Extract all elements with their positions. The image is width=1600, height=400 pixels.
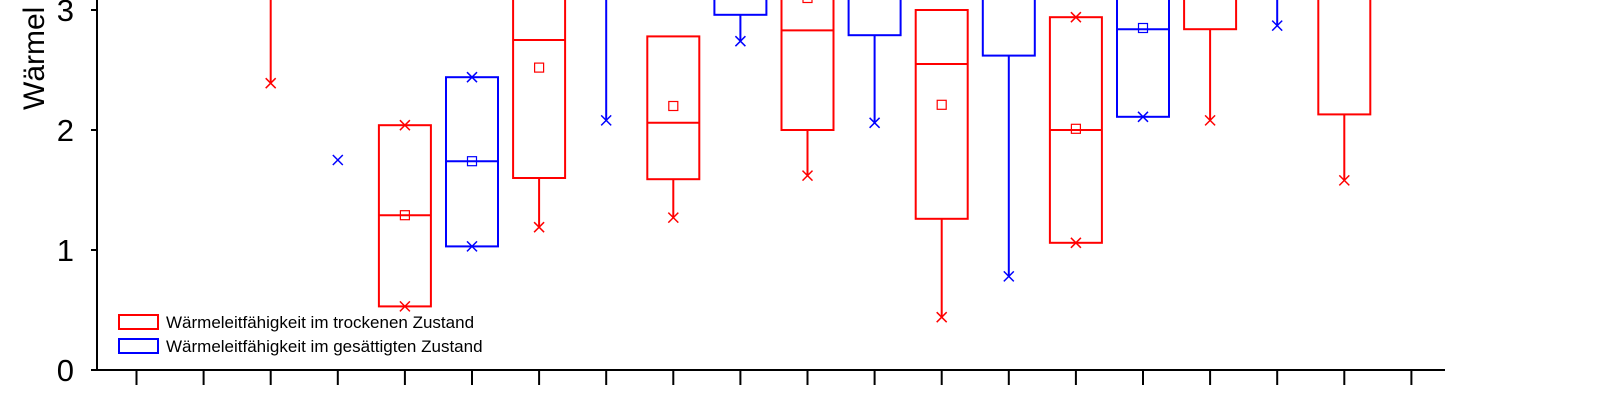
box-6: [445, 71, 499, 252]
box-14: [981, 0, 1036, 282]
box-rect: [713, 0, 768, 16]
box-rect: [847, 0, 902, 37]
box-rect: [1183, 0, 1238, 31]
outlier-marker: [1070, 11, 1082, 23]
mean-marker: [936, 99, 947, 110]
mean-marker: [668, 100, 679, 112]
mean-marker: [399, 210, 410, 221]
legend: Wärmeleitfähigkeit im trockenen Zustand …: [118, 313, 483, 356]
box-16: [1116, 0, 1170, 123]
outlier-marker: [533, 221, 545, 233]
mean-marker: [1137, 22, 1149, 34]
outlier-marker: [1137, 111, 1149, 123]
box-15: [1048, 11, 1103, 249]
series-dry: [265, 0, 1372, 323]
box-13: [914, 9, 969, 323]
y-tick-label: 3: [57, 0, 74, 28]
mean-marker: [533, 62, 545, 73]
outlier-marker: [1204, 114, 1216, 126]
outlier-marker: [801, 170, 814, 182]
mean-marker: [466, 156, 478, 167]
outlier-marker: [667, 212, 679, 224]
box-rect: [981, 0, 1036, 57]
outlier-marker: [399, 300, 411, 312]
y-ticks: 0 1 2 3: [57, 0, 97, 388]
x-ticks: [135, 370, 1413, 385]
box-3: [265, 0, 277, 89]
outlier-marker: [1070, 237, 1082, 249]
box-17: [1183, 0, 1238, 126]
box-8: [600, 0, 612, 126]
box-rect: [512, 0, 567, 179]
box-rect: [646, 35, 701, 181]
box-5: [377, 119, 432, 312]
box-7: [512, 0, 567, 233]
box-19: [1317, 0, 1372, 186]
plot-area: [265, 0, 1372, 323]
box-4: [332, 154, 344, 166]
mean-marker: [1070, 123, 1082, 134]
box-rect: [914, 9, 969, 220]
legend-label-dry: Wärmeleitfähigkeit im trockenen Zustand: [166, 313, 474, 332]
box-10: [713, 0, 768, 47]
series-saturated: [332, 0, 1283, 282]
legend-label-saturated: Wärmeleitfähigkeit im gesättigten Zustan…: [166, 337, 483, 356]
box-rect: [1317, 0, 1372, 116]
box-18: [1271, 0, 1283, 32]
outlier-marker: [265, 77, 277, 89]
y-tick-label: 0: [57, 353, 74, 388]
outlier-marker: [466, 71, 478, 83]
outlier-marker: [734, 35, 746, 47]
outlier-marker: [1338, 174, 1350, 186]
box-12: [847, 0, 902, 129]
outlier-marker: [332, 154, 344, 166]
outlier-marker: [399, 119, 411, 131]
axes: [96, 0, 1445, 371]
outlier-marker: [936, 311, 948, 323]
legend-swatch-dry: [118, 314, 159, 330]
mean-marker: [802, 0, 813, 4]
y-tick-label: 1: [57, 233, 74, 268]
box-rect: [1116, 0, 1170, 118]
outlier-marker: [466, 240, 478, 252]
box-rect: [780, 0, 835, 131]
y-tick-label: 2: [57, 113, 74, 148]
outlier-marker: [1003, 270, 1015, 282]
outlier-marker: [869, 117, 881, 129]
y-axis-title: Wärmel: [18, 7, 51, 110]
outlier-marker: [1271, 20, 1283, 32]
legend-swatch-saturated: [118, 338, 159, 354]
outlier-marker: [600, 114, 612, 126]
box-11: [780, 0, 835, 182]
box-9: [646, 35, 701, 224]
